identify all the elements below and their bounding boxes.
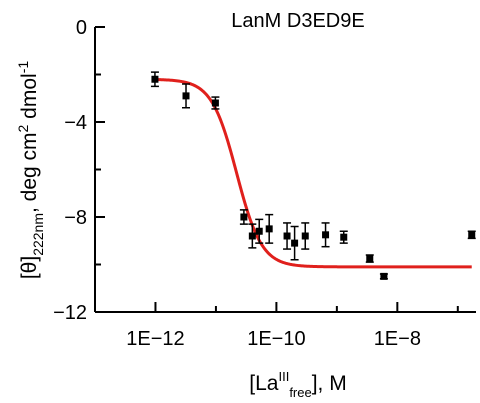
- point-marker: [380, 272, 388, 280]
- x-tick-label: 1E−10: [247, 328, 305, 350]
- points-layer: [150, 71, 476, 280]
- data-point: [301, 222, 310, 250]
- x-tick-label: 1E−12: [126, 328, 184, 350]
- data-point: [365, 254, 374, 263]
- data-point: [255, 218, 264, 244]
- data-point: [379, 272, 388, 280]
- point-marker: [240, 213, 248, 221]
- point-marker: [151, 75, 159, 83]
- data-point: [265, 213, 274, 244]
- y-tick-label: −4: [64, 112, 87, 134]
- data-point: [467, 230, 476, 240]
- y-label-sup2: -1: [15, 61, 31, 74]
- point-marker: [211, 99, 219, 107]
- fit-curve: [154, 78, 472, 269]
- y-label-sup1: 2: [15, 124, 31, 132]
- data-point: [239, 209, 248, 225]
- point-marker: [322, 231, 330, 239]
- y-tick-label: −12: [53, 302, 87, 324]
- chart-title: LanM D3ED9E: [231, 10, 364, 32]
- y-label-sub: 222nm: [30, 213, 46, 256]
- data-point: [321, 222, 330, 248]
- point-marker: [255, 227, 263, 235]
- y-label-mid: , deg cm: [18, 132, 41, 213]
- y-tick-label: −8: [64, 207, 87, 229]
- point-marker: [265, 225, 273, 233]
- fit-layer: [154, 78, 472, 269]
- y-label-open: [θ]: [18, 256, 41, 279]
- point-marker: [366, 255, 374, 263]
- x-axis-label: [LaIIIfree], M: [249, 369, 346, 400]
- data-point: [182, 83, 191, 109]
- point-marker: [248, 232, 256, 240]
- x-label-open: [La: [249, 372, 279, 395]
- data-point: [248, 223, 257, 249]
- data-point: [290, 225, 299, 261]
- y-ticks: 0 −4 −8 −12: [53, 17, 105, 324]
- y-label-mid2: dmol: [18, 73, 41, 124]
- point-marker: [182, 92, 190, 100]
- point-marker: [291, 239, 299, 247]
- x-label-close: ], M: [312, 372, 347, 395]
- x-label-sub: free: [289, 385, 311, 400]
- y-tick-label: 0: [76, 17, 87, 39]
- x-label-sup: III: [278, 369, 289, 384]
- data-point: [150, 71, 159, 88]
- y-axis-label: [θ]222nm, deg cm2 dmol-1: [15, 61, 46, 280]
- data-point: [211, 96, 220, 110]
- x-ticks: 1E−12 1E−10 1E−8: [94, 302, 459, 350]
- point-marker: [301, 232, 309, 240]
- x-tick-label: 1E−8: [374, 328, 421, 350]
- point-marker: [340, 233, 348, 241]
- data-point: [283, 222, 292, 250]
- point-marker: [468, 231, 476, 239]
- point-marker: [283, 232, 291, 240]
- axes: 0 −4 −8 −12 1E−12 1E−10 1E−8: [53, 17, 476, 350]
- data-point: [339, 230, 348, 244]
